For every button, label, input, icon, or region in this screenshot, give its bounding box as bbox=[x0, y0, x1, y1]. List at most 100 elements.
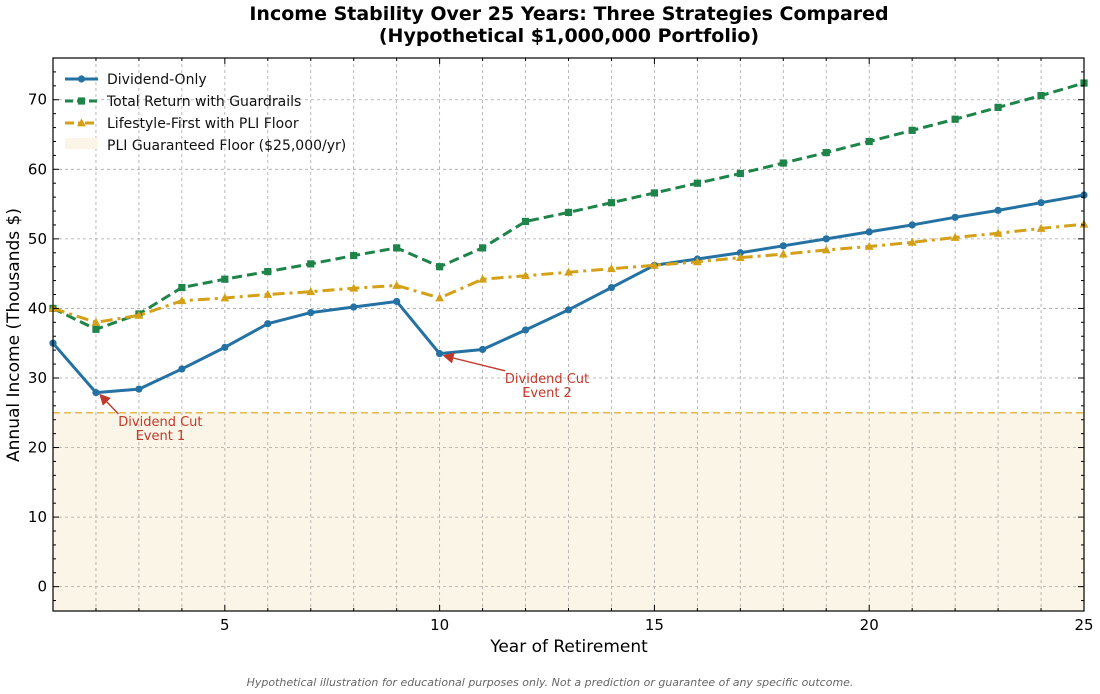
point-dividend-only-9 bbox=[393, 297, 401, 306]
x-tick-label-5: 5 bbox=[220, 616, 230, 634]
tick-layer: 5 10 15 20 25 0 10 20 30 40 50 60 70 bbox=[28, 57, 1094, 634]
point-total-return-with-guardrails-16 bbox=[693, 179, 701, 187]
point-dividend-only-14 bbox=[607, 283, 616, 292]
point-lifestyle-first-with-pli-floor-24 bbox=[1036, 223, 1046, 232]
point-total-return-with-guardrails-4 bbox=[178, 283, 186, 292]
point-total-return-with-guardrails-6 bbox=[264, 267, 272, 276]
point-lifestyle-first-with-pli-floor-13 bbox=[564, 267, 573, 276]
point-dividend-only-8 bbox=[350, 303, 358, 311]
x-tick-label-10: 10 bbox=[430, 616, 449, 634]
point-total-return-with-guardrails-19 bbox=[822, 149, 830, 157]
point-lifestyle-first-with-pli-floor-3 bbox=[134, 310, 144, 319]
point-dividend-only-3 bbox=[135, 385, 143, 393]
point-dividend-only-22 bbox=[951, 213, 959, 221]
chart-title-line2: (Hypothetical $1,000,000 Portfolio) bbox=[379, 25, 759, 47]
legend-marker-lifestyle-first-with-pli-floor bbox=[77, 118, 86, 127]
point-total-return-with-guardrails-14 bbox=[607, 199, 616, 207]
point-dividend-only-18 bbox=[779, 242, 787, 250]
y-tick-label-70: 70 bbox=[28, 91, 47, 109]
footnote: Hypothetical illustration for educationa… bbox=[247, 676, 854, 689]
point-dividend-only-2 bbox=[92, 388, 100, 397]
point-total-return-with-guardrails-8 bbox=[350, 251, 358, 260]
y-tick-label-50: 50 bbox=[28, 230, 47, 248]
point-dividend-only-6 bbox=[264, 320, 272, 328]
point-lifestyle-first-with-pli-floor-12 bbox=[521, 271, 530, 280]
point-total-return-with-guardrails-13 bbox=[564, 208, 573, 217]
point-lifestyle-first-with-pli-floor-9 bbox=[392, 280, 402, 289]
point-lifestyle-first-with-pli-floor-7 bbox=[306, 287, 316, 296]
legend-marker-dividend-only bbox=[77, 75, 86, 83]
legend: Dividend-Only Total Return with Guardrai… bbox=[65, 72, 346, 154]
point-dividend-only-19 bbox=[822, 235, 830, 243]
x-tick-label-15: 15 bbox=[645, 616, 664, 634]
point-dividend-only-12 bbox=[521, 326, 530, 334]
point-dividend-only-4 bbox=[178, 365, 186, 373]
y-tick-label-0: 0 bbox=[37, 578, 47, 596]
point-lifestyle-first-with-pli-floor-6 bbox=[263, 289, 273, 298]
x-axis-label: Year of Retirement bbox=[489, 637, 648, 657]
point-lifestyle-first-with-pli-floor-16 bbox=[692, 257, 702, 266]
y-tick-label-10: 10 bbox=[28, 508, 47, 526]
point-total-return-with-guardrails-20 bbox=[865, 137, 873, 146]
annotation-line2-1: Event 1 bbox=[136, 429, 186, 444]
point-lifestyle-first-with-pli-floor-8 bbox=[349, 283, 359, 292]
chart-title-line1: Income Stability Over 25 Years: Three St… bbox=[249, 3, 888, 25]
point-dividend-only-20 bbox=[865, 228, 873, 236]
point-dividend-only-23 bbox=[994, 206, 1002, 214]
point-dividend-only-21 bbox=[908, 221, 916, 229]
point-lifestyle-first-with-pli-floor-11 bbox=[478, 274, 487, 283]
point-dividend-only-10 bbox=[436, 350, 444, 358]
point-total-return-with-guardrails-2 bbox=[92, 325, 100, 333]
point-lifestyle-first-with-pli-floor-22 bbox=[950, 232, 960, 241]
point-dividend-only-5 bbox=[221, 343, 229, 351]
point-total-return-with-guardrails-10 bbox=[436, 263, 444, 271]
point-lifestyle-first-with-pli-floor-10 bbox=[435, 293, 445, 302]
annotation-line1-2: Dividend Cut bbox=[505, 372, 589, 387]
annotation-line1-1: Dividend Cut bbox=[118, 415, 202, 430]
annotation-arrow-1 bbox=[99, 393, 119, 415]
point-lifestyle-first-with-pli-floor-4 bbox=[177, 296, 187, 305]
y-tick-label-30: 30 bbox=[28, 369, 47, 387]
point-lifestyle-first-with-pli-floor-15 bbox=[650, 260, 659, 269]
point-lifestyle-first-with-pli-floor-17 bbox=[735, 253, 745, 262]
point-total-return-with-guardrails-18 bbox=[779, 159, 787, 167]
point-total-return-with-guardrails-24 bbox=[1037, 91, 1045, 100]
point-total-return-with-guardrails-15 bbox=[650, 189, 659, 197]
legend-label-total-return: Total Return with Guardrails bbox=[106, 94, 301, 110]
x-tick-label-25: 25 bbox=[1074, 616, 1093, 634]
point-dividend-only-17 bbox=[736, 249, 744, 257]
point-lifestyle-first-with-pli-floor-19 bbox=[821, 245, 831, 254]
y-tick-label-40: 40 bbox=[28, 299, 47, 317]
point-total-return-with-guardrails-22 bbox=[951, 115, 959, 123]
y-tick-label-20: 20 bbox=[28, 439, 47, 457]
point-lifestyle-first-with-pli-floor-23 bbox=[993, 228, 1003, 237]
annotation-arrow-2 bbox=[442, 352, 506, 372]
point-total-return-with-guardrails-9 bbox=[393, 244, 401, 252]
point-total-return-with-guardrails-23 bbox=[994, 103, 1002, 111]
point-dividend-only-11 bbox=[478, 345, 487, 354]
floor-shaded-region bbox=[53, 412, 1084, 611]
point-dividend-only-24 bbox=[1037, 199, 1045, 207]
legend-label-dividend-only: Dividend-Only bbox=[107, 72, 207, 88]
point-lifestyle-first-with-pli-floor-14 bbox=[607, 264, 616, 273]
y-axis-label: Annual Income (Thousands $) bbox=[4, 208, 24, 462]
legend-swatch-floor bbox=[65, 138, 98, 149]
point-lifestyle-first-with-pli-floor-21 bbox=[907, 237, 917, 246]
point-total-return-with-guardrails-11 bbox=[478, 244, 487, 252]
legend-marker-total-return-with-guardrails bbox=[77, 97, 86, 105]
point-total-return-with-guardrails-7 bbox=[307, 260, 315, 268]
point-total-return-with-guardrails-17 bbox=[736, 169, 744, 178]
point-lifestyle-first-with-pli-floor-2 bbox=[91, 317, 101, 326]
point-lifestyle-first-with-pli-floor-18 bbox=[778, 249, 788, 258]
point-total-return-with-guardrails-12 bbox=[521, 217, 530, 226]
annotation-line2-2: Event 2 bbox=[522, 386, 572, 401]
point-dividend-only-7 bbox=[307, 308, 315, 317]
point-dividend-only-13 bbox=[564, 306, 573, 314]
y-tick-label-60: 60 bbox=[28, 160, 47, 178]
point-total-return-with-guardrails-5 bbox=[221, 275, 229, 283]
legend-label-floor: PLI Guaranteed Floor ($25,000/yr) bbox=[107, 138, 346, 154]
legend-label-lifestyle-first: Lifestyle-First with PLI Floor bbox=[107, 116, 299, 132]
point-lifestyle-first-with-pli-floor-5 bbox=[220, 293, 230, 302]
point-total-return-with-guardrails-21 bbox=[908, 126, 916, 134]
